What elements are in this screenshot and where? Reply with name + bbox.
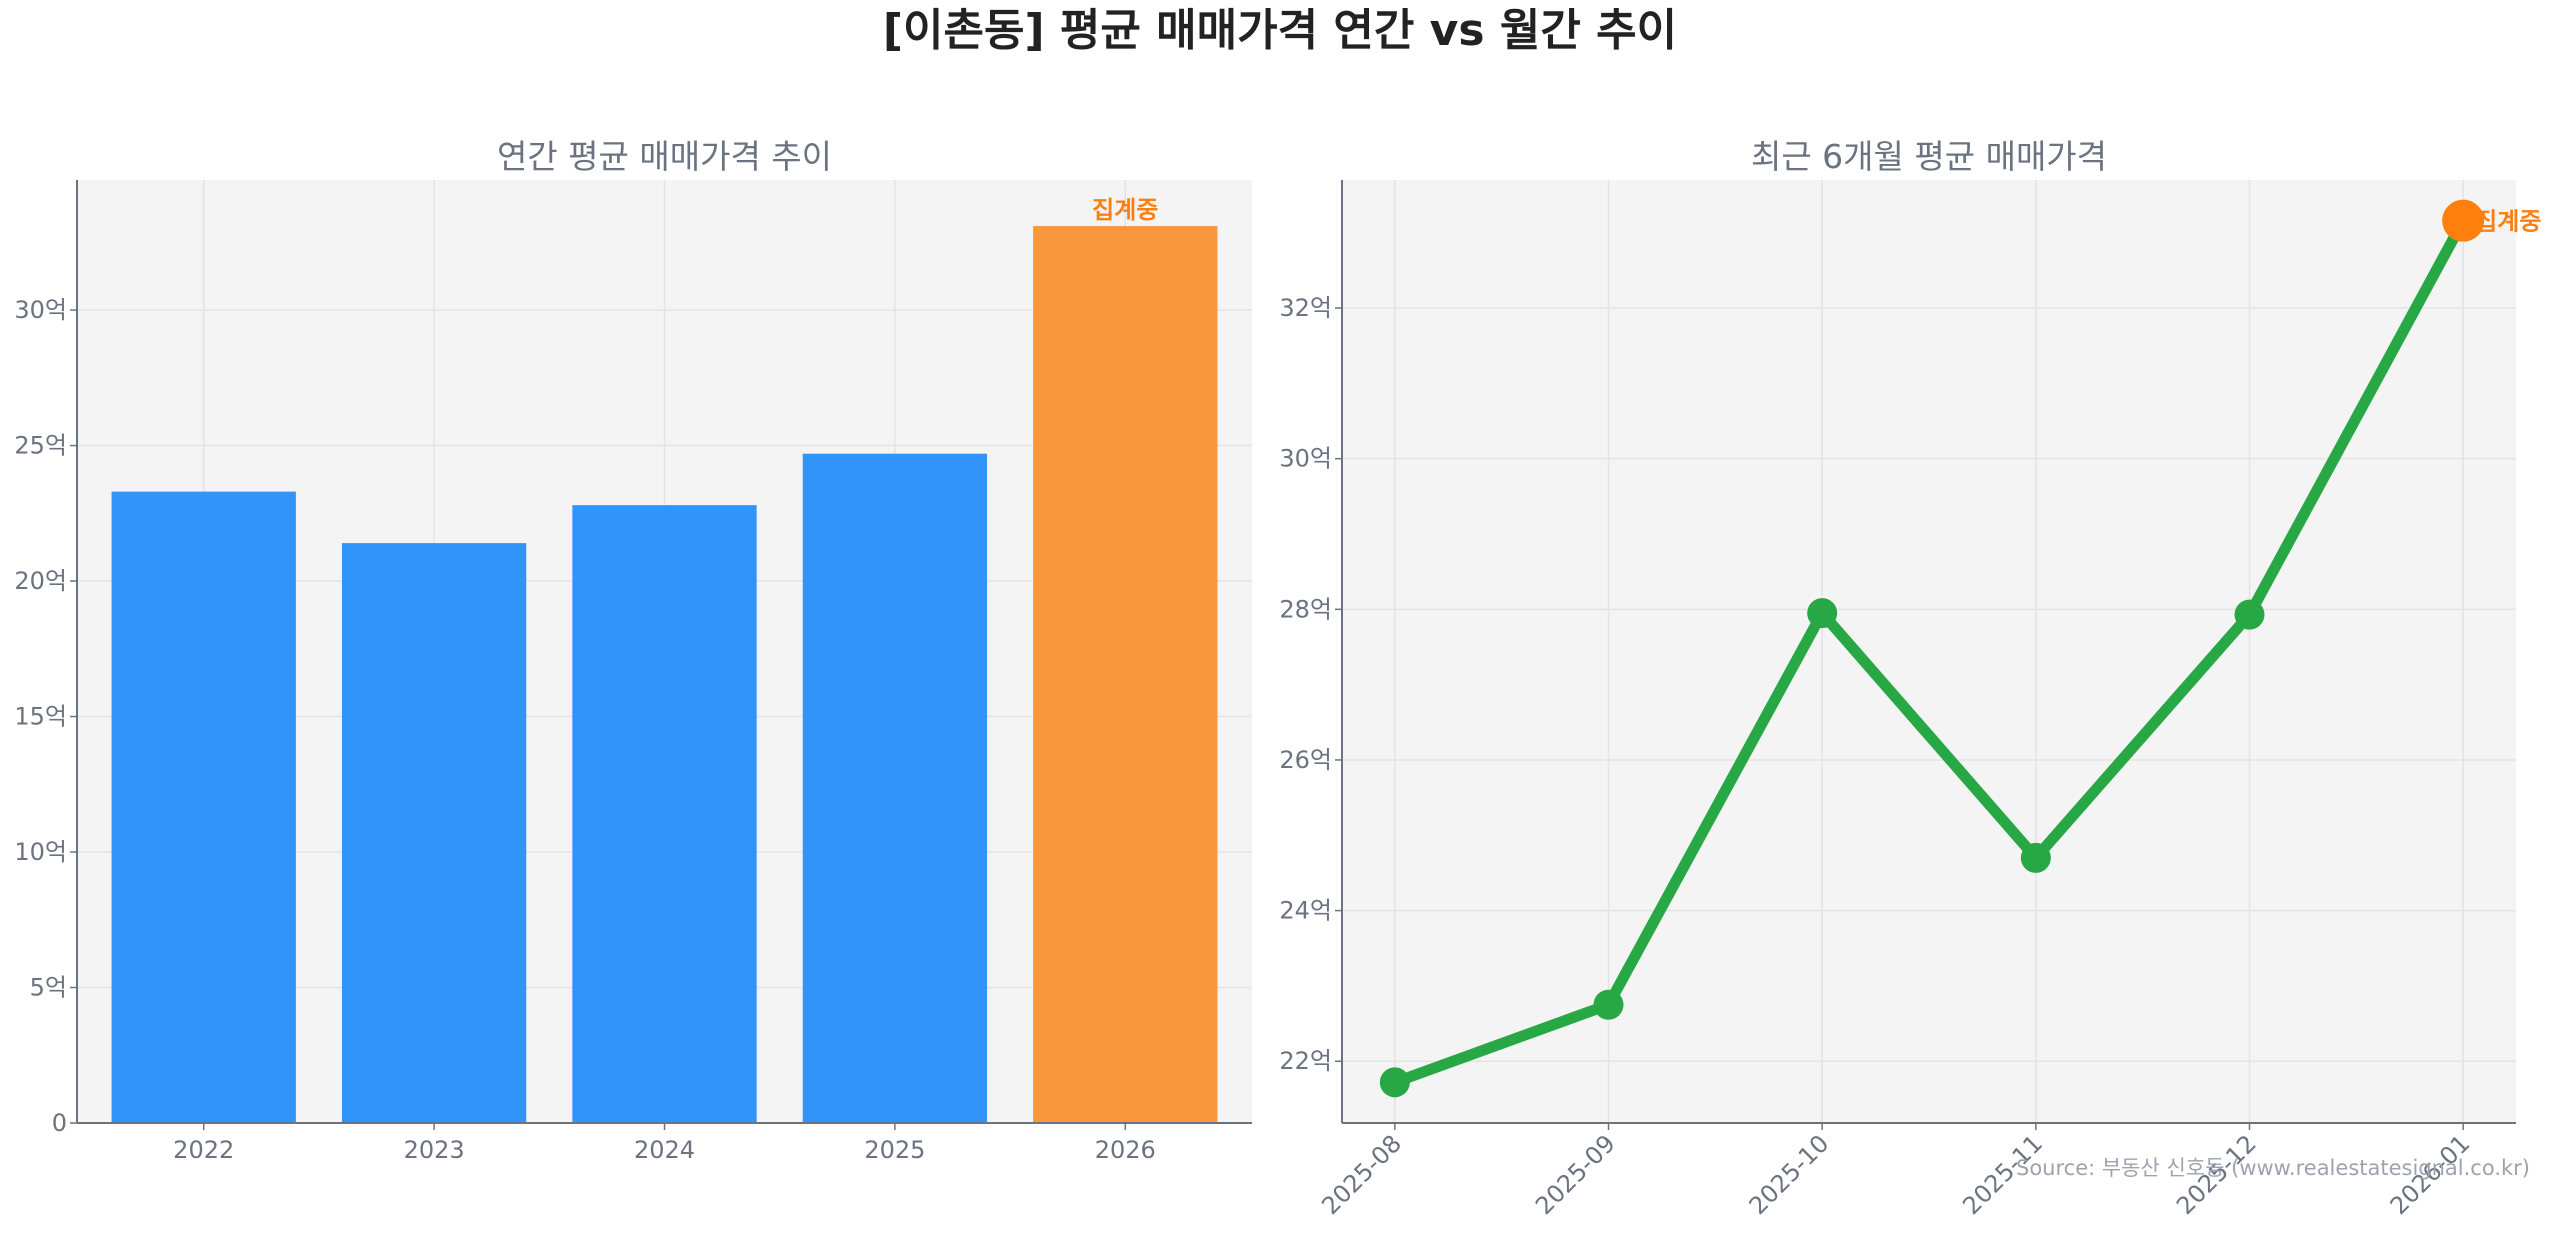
y-tick-label: 26억 — [1279, 746, 1332, 774]
y-tick-label: 20억 — [14, 567, 67, 595]
x-tick-label: 2024 — [634, 1136, 695, 1164]
partial-annotation: 집계중 — [1092, 196, 1158, 224]
y-tick-label: 30억 — [14, 296, 67, 324]
x-tick-label: 2022 — [173, 1136, 234, 1164]
data-point-2025-08 — [1379, 1067, 1410, 1098]
y-tick-label: 28억 — [1279, 595, 1332, 623]
y-tick-label: 22억 — [1279, 1047, 1332, 1075]
bar-2024 — [572, 505, 757, 1123]
x-tick-label: 2025-09 — [1530, 1129, 1621, 1220]
y-tick-label: 32억 — [1279, 294, 1332, 322]
y-tick-label: 25억 — [14, 432, 67, 460]
annual-bar-chart: 연간 평균 매매가격 추이 0 5억 10억 15억 20억 25억 30억 2022 2023 2… — [14, 137, 1252, 1164]
y-tick-label: 15억 — [14, 703, 67, 731]
bar-2023 — [341, 543, 527, 1123]
plot-area — [1342, 180, 2516, 1123]
data-point-2025-09 — [1593, 989, 1624, 1020]
x-tick-label: 2025-08 — [1316, 1129, 1407, 1220]
partial-point-2026-01 — [2442, 199, 2485, 242]
x-tick-label: 2023 — [404, 1136, 465, 1164]
y-tick-label: 10억 — [14, 838, 67, 866]
figure-title: [이촌동] 평균 매매가격 연간 vs 월간 추이 — [883, 5, 1677, 56]
data-point-2025-10 — [1807, 598, 1838, 629]
y-tick-label: 24억 — [1279, 897, 1332, 925]
monthly-line-chart: 최근 6개월 평균 매매가격 22억 24억 26억 28억 30억 32억 2025-08 2… — [1279, 137, 2541, 1220]
series-line — [1392, 218, 2469, 1088]
chart-title: 연간 평균 매매가격 추이 — [497, 137, 832, 176]
bar-2025 — [802, 453, 988, 1123]
chart-title: 최근 6개월 평균 매매가격 — [1751, 137, 2107, 176]
bar-2026 — [1033, 226, 1218, 1123]
x-tick-label: 2025 — [864, 1136, 925, 1164]
y-tick-label: 30억 — [1279, 445, 1332, 473]
y-tick-label: 5억 — [30, 974, 67, 1002]
bar-2022 — [111, 491, 296, 1124]
partial-annotation: 집계중 — [2475, 208, 2541, 236]
source-note: Source: 부동산 신호등 (www.realestatesignal.co… — [2016, 1156, 2530, 1180]
data-point-2025-12 — [2234, 599, 2265, 630]
x-tick-label: 2026 — [1095, 1136, 1156, 1164]
x-tick-label: 2025-10 — [1744, 1129, 1835, 1220]
data-point-2025-11 — [2020, 842, 2051, 873]
y-tick-label: 0 — [52, 1109, 67, 1137]
